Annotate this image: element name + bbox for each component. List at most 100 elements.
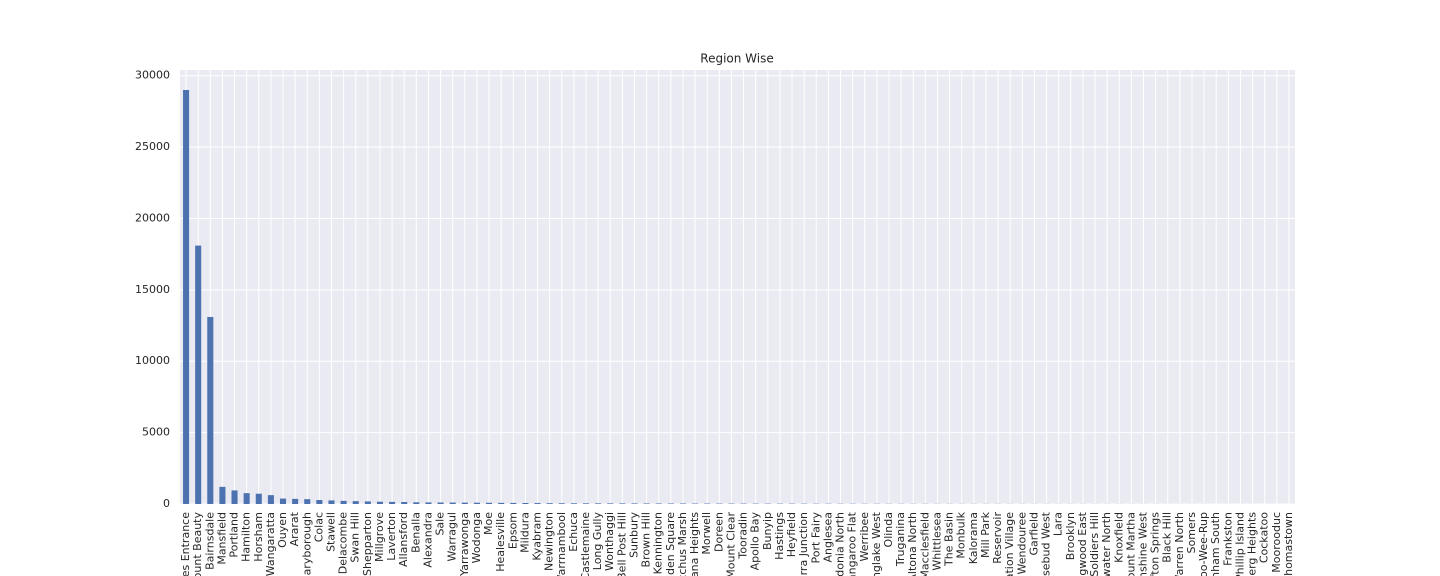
x-tick-label: Reservoir xyxy=(991,512,1004,564)
x-tick-label: Soldiers Hill xyxy=(1088,512,1101,576)
y-tick-label: 20000 xyxy=(135,211,170,224)
x-tick-label: Stawell xyxy=(324,512,337,552)
x-tick-label: Mount Clear xyxy=(724,512,737,576)
x-tick-label: Colac xyxy=(312,512,325,542)
x-tick-label: Horsham xyxy=(252,512,265,562)
x-tick-label: Rosebud West xyxy=(1040,511,1053,576)
x-tick-label: Epsom xyxy=(506,512,519,549)
chart-title: Region Wise xyxy=(700,52,773,66)
x-tick-label: Echuca xyxy=(567,512,580,552)
x-tick-label: Kinglake West xyxy=(870,511,883,576)
x-tick-label: Cheltenham South xyxy=(1209,512,1222,576)
bar xyxy=(522,503,529,504)
x-tick-label: Bacchus Marsh xyxy=(676,512,689,576)
x-tick-label: Wonthaggi xyxy=(603,512,616,571)
y-tick-label: 5000 xyxy=(142,426,170,439)
x-tick-label: Narre Warren North xyxy=(1173,512,1186,576)
x-tick-label: Newington xyxy=(543,512,556,571)
x-tick-label: Brown Hill xyxy=(640,512,653,567)
x-tick-label: Mill Park xyxy=(979,511,992,558)
x-tick-label: Bayswater North xyxy=(1100,512,1113,576)
bar xyxy=(243,493,250,504)
x-tick-label: Wandana Heights xyxy=(688,512,701,576)
x-tick-label: Monbulk xyxy=(955,511,968,558)
x-tick-label: Mount Beauty xyxy=(191,512,204,576)
x-tick-label: Clifton Springs xyxy=(1149,512,1162,576)
x-tick-label: Long Gully xyxy=(591,512,604,571)
x-tick-label: Benalla xyxy=(409,512,422,553)
bar xyxy=(558,503,565,504)
bar xyxy=(231,490,238,504)
x-tick-label: Mount Martha xyxy=(1124,512,1137,576)
x-tick-label: Thomastown xyxy=(1282,512,1295,576)
y-tick-label: 25000 xyxy=(135,140,170,153)
bar xyxy=(207,316,214,504)
x-tick-label: Frankston xyxy=(1221,512,1234,566)
y-tick-label: 15000 xyxy=(135,283,170,296)
bar xyxy=(595,503,602,504)
x-tick-label: Moorooduc xyxy=(1270,512,1283,573)
x-tick-label: Moe xyxy=(482,512,495,535)
x-tick-label: Olinda xyxy=(882,512,895,547)
x-tick-label: Morwell xyxy=(700,512,713,555)
bar xyxy=(461,502,468,504)
x-tick-label: Portland xyxy=(228,512,241,558)
x-tick-label: Millgrove xyxy=(373,512,386,562)
x-tick-label: Hamilton xyxy=(240,512,253,562)
x-tick-label: Bell Post Hill xyxy=(615,512,628,576)
x-tick-label: The Basin xyxy=(943,512,956,567)
bar xyxy=(292,498,299,504)
x-tick-label: Phillip Island xyxy=(1233,512,1246,576)
plot-background xyxy=(180,70,1295,504)
x-tick-label: Hastings xyxy=(773,512,786,560)
bar xyxy=(607,503,614,504)
bar xyxy=(255,493,262,504)
x-tick-label: Whittlesea xyxy=(930,512,943,571)
x-tick-label: Wendouree xyxy=(1015,512,1028,575)
x-tick-label: Mansfield xyxy=(215,512,228,565)
x-tick-label: Warragul xyxy=(446,512,459,562)
x-tick-label: Ringwood East xyxy=(1076,511,1089,576)
bar xyxy=(643,503,650,504)
x-tick-label: Cockatoo xyxy=(1258,512,1271,563)
x-tick-label: Yarrawonga xyxy=(458,512,471,576)
bar xyxy=(279,498,287,504)
bar xyxy=(510,502,517,504)
x-tick-label: Tooradin xyxy=(737,512,750,560)
bar xyxy=(195,245,202,504)
x-tick-label: Werribee xyxy=(858,512,871,562)
x-tick-label: Macclesfield xyxy=(918,512,931,576)
bar xyxy=(449,502,456,504)
y-tick-label: 10000 xyxy=(135,354,170,367)
bar xyxy=(619,503,626,504)
x-tick-label: Maryborough xyxy=(300,512,313,576)
x-tick-label: Kangaroo Flat xyxy=(846,511,859,576)
x-tick-label: Wodonga xyxy=(470,512,483,563)
bar xyxy=(413,502,420,504)
x-tick-label: Sunbury xyxy=(627,512,640,558)
bar xyxy=(570,503,577,504)
x-tick-label: Warrnambool xyxy=(555,512,568,576)
x-tick-label: Yarra Junction xyxy=(797,512,810,576)
bar xyxy=(437,502,444,504)
bar xyxy=(401,502,408,504)
y-tick-label: 0 xyxy=(163,497,170,510)
x-tick-label: Koo-Wee-Rup xyxy=(1197,512,1210,576)
bar xyxy=(219,486,226,504)
x-tick-label: Bairnsdale xyxy=(203,512,216,570)
x-tick-label: Swan Hill xyxy=(349,512,362,563)
x-tick-label: Kennington xyxy=(652,512,665,574)
x-tick-label: Knoxfield xyxy=(1112,512,1125,563)
x-tick-label: Shepparton xyxy=(361,512,374,576)
x-tick-label: Truganina xyxy=(894,512,907,567)
x-tick-label: Sunshine West xyxy=(1137,511,1150,576)
x-tick-label: Ararat xyxy=(288,511,301,546)
x-tick-label: Caledonia North xyxy=(834,512,847,576)
x-tick-label: Wangaratta xyxy=(264,512,277,576)
x-tick-label: Mildura xyxy=(518,512,531,553)
bar xyxy=(328,500,335,504)
bar xyxy=(267,495,274,504)
x-tick-label: Heyfield xyxy=(785,512,798,557)
bar xyxy=(376,501,384,504)
